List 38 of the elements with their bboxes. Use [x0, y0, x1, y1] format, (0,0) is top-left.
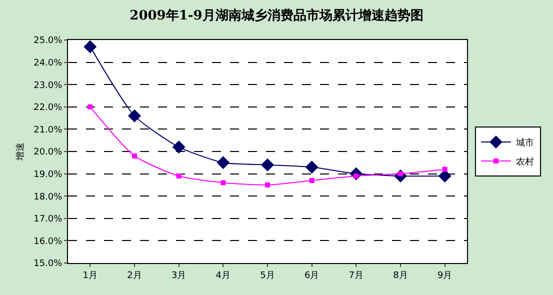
point: [305, 160, 318, 174]
x-tick-label: 4月: [216, 270, 231, 281]
legend-label: 农村: [516, 156, 534, 168]
x-tick-label: 8月: [393, 270, 408, 281]
y-tick-label: 22.0%: [34, 103, 63, 114]
x-tick-label: 6月: [304, 270, 320, 281]
point: [88, 104, 93, 110]
point: [261, 158, 274, 172]
y-tick-label: 16.0%: [34, 236, 63, 247]
legend-label: 城市: [514, 138, 534, 149]
point: [84, 40, 97, 54]
point: [438, 170, 452, 183]
y-tick-label: 24.0%: [34, 58, 63, 68]
point: [172, 140, 186, 154]
chart-title: 2009年1-9月湖南城乡消费品市场累计增速趋势图: [130, 7, 424, 24]
y-tick-label: 23.0%: [34, 80, 63, 91]
y-tick-label: 21.0%: [34, 125, 63, 136]
point: [309, 178, 314, 183]
x-tick-label: 9月: [437, 270, 452, 281]
point: [216, 156, 230, 170]
y-tick-label: 25.0%: [34, 36, 63, 46]
y-axis-title: 增速: [14, 142, 26, 162]
x-tick-label: 7月: [348, 270, 364, 281]
x-tick-label: 5月: [260, 270, 275, 281]
y-tick-label: 20.0%: [34, 148, 63, 158]
y-tick-label: 15.0%: [34, 259, 63, 270]
y-tick-label: 17.0%: [34, 214, 63, 225]
y-tick-label: 18.0%: [34, 192, 63, 202]
point: [220, 180, 226, 186]
x-tick-label: 2月: [127, 270, 142, 281]
x-tick-label: 1月: [82, 270, 98, 281]
point: [265, 182, 270, 188]
x-tick-label: 3月: [171, 270, 186, 281]
y-tick-label: 19.0%: [34, 170, 63, 180]
point: [132, 153, 137, 158]
point: [128, 109, 141, 122]
point: [176, 174, 182, 179]
point: [442, 166, 448, 172]
